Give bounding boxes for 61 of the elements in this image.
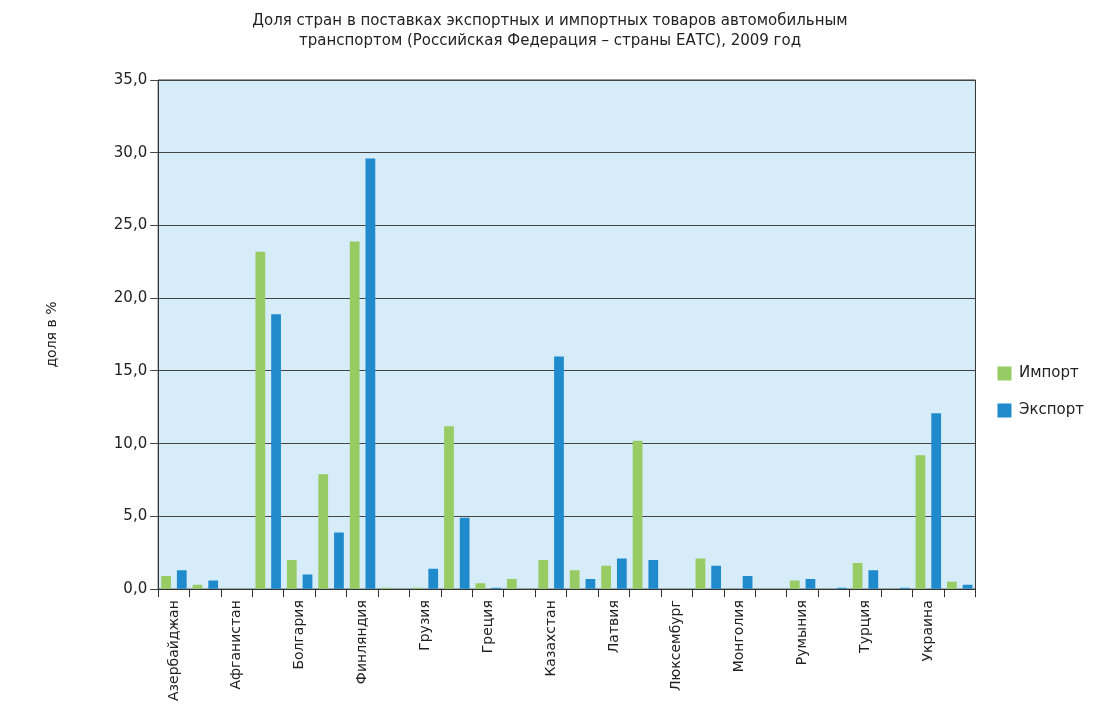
bar bbox=[947, 581, 957, 589]
y-tick-label: 25,0 bbox=[113, 215, 148, 234]
bar bbox=[286, 560, 297, 589]
bar bbox=[742, 576, 753, 589]
bar bbox=[255, 251, 266, 589]
x-tick-label: Румыния bbox=[793, 600, 810, 666]
y-tick-label: 15,0 bbox=[113, 360, 148, 379]
y-tick-label: 30,0 bbox=[113, 142, 148, 161]
x-tick-label: Грузия bbox=[416, 600, 433, 651]
bar bbox=[711, 565, 722, 589]
bar bbox=[868, 570, 879, 589]
bar bbox=[444, 426, 454, 589]
bar bbox=[585, 578, 596, 589]
legend-label: Экспорт bbox=[1018, 400, 1085, 419]
bar bbox=[475, 583, 486, 589]
bar bbox=[554, 356, 564, 589]
bar bbox=[302, 574, 313, 589]
bar bbox=[632, 440, 643, 589]
bar bbox=[318, 474, 329, 589]
bar bbox=[852, 562, 863, 589]
bar bbox=[695, 558, 706, 589]
y-tick-label: 5,0 bbox=[123, 506, 148, 525]
bar bbox=[428, 568, 439, 589]
bar bbox=[334, 532, 344, 589]
bar bbox=[538, 560, 549, 589]
x-tick-label: Монголия bbox=[730, 600, 747, 673]
bar bbox=[349, 241, 360, 589]
y-tick-label: 20,0 bbox=[113, 288, 148, 307]
bar bbox=[569, 570, 580, 589]
bar bbox=[161, 576, 171, 589]
bar bbox=[616, 558, 627, 589]
chart-title: Доля стран в поставках экспортных и импортных товаров автомобильным транспортом (Российская Федерация – страны ЕАТС), 2009 год bbox=[251, 10, 849, 50]
legend-label: Импорт bbox=[1018, 363, 1080, 382]
x-tick-label: Греция bbox=[478, 600, 495, 654]
x-tick-label: Афганистан bbox=[227, 600, 244, 690]
x-tick-label: Финляндия bbox=[353, 600, 370, 685]
bar bbox=[459, 517, 470, 589]
x-tick-label: Казахстан bbox=[541, 600, 558, 677]
x-tick-label: Турция bbox=[856, 600, 873, 654]
x-tick-label: Латвия bbox=[604, 600, 621, 654]
bar bbox=[192, 584, 203, 589]
bar bbox=[915, 455, 926, 589]
bar bbox=[648, 560, 659, 589]
x-tick-label: Азербайджан bbox=[164, 600, 181, 701]
y-tick-label: 35,0 bbox=[113, 69, 148, 88]
bar bbox=[271, 314, 281, 589]
bar bbox=[601, 565, 611, 589]
bar bbox=[176, 570, 187, 589]
y-tick-label: 0,0 bbox=[123, 579, 148, 598]
x-tick-label: Украина bbox=[918, 600, 935, 662]
x-tick-label: Болгария bbox=[290, 600, 307, 670]
y-axis-title: доля в % bbox=[43, 301, 60, 368]
x-tick-label: Люксембург bbox=[667, 600, 684, 691]
bar bbox=[506, 578, 517, 589]
bar bbox=[365, 158, 376, 589]
y-tick-label: 10,0 bbox=[113, 433, 148, 452]
bar bbox=[962, 584, 973, 589]
bar bbox=[805, 578, 816, 589]
bar bbox=[208, 580, 219, 589]
bar bbox=[931, 413, 942, 589]
bar bbox=[789, 580, 800, 589]
